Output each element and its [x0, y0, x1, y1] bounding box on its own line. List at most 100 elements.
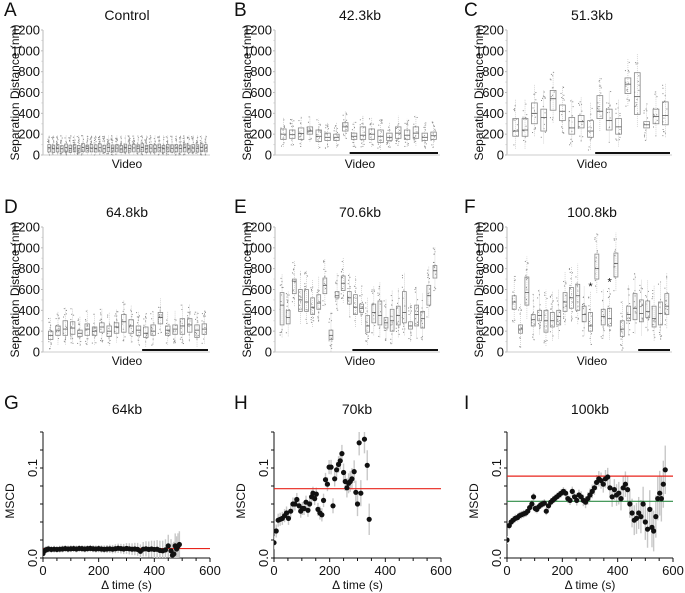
data-point	[657, 283, 659, 285]
data-point	[330, 313, 332, 315]
data-point	[635, 105, 637, 107]
data-point	[404, 137, 406, 139]
data-point	[162, 153, 164, 155]
data-point	[324, 481, 331, 487]
data-point	[410, 305, 412, 307]
data-point	[145, 313, 147, 315]
data-point	[98, 138, 100, 140]
box	[615, 118, 622, 135]
data-point	[386, 142, 388, 144]
box-33	[182, 135, 187, 156]
data-point	[203, 315, 205, 317]
data-point	[403, 289, 405, 291]
data-point	[138, 331, 140, 333]
data-point	[434, 128, 436, 130]
data-point	[421, 140, 423, 142]
data-point	[391, 333, 393, 335]
data-point	[607, 112, 609, 114]
data-point	[365, 307, 367, 309]
data-point	[175, 154, 177, 156]
data-point	[111, 142, 113, 144]
box	[306, 126, 314, 135]
data-point	[590, 324, 592, 326]
data-point	[533, 110, 535, 112]
data-point	[337, 458, 343, 464]
panel-title: 100.8kb	[567, 204, 617, 220]
data-point	[95, 329, 97, 331]
box	[575, 283, 581, 311]
data-point	[527, 277, 529, 279]
data-point	[577, 285, 579, 287]
data-point	[558, 322, 560, 324]
data-point	[609, 329, 611, 331]
box	[402, 291, 407, 324]
data-point	[552, 335, 554, 337]
data-point	[81, 135, 83, 137]
box	[289, 129, 296, 139]
box-11	[121, 300, 127, 342]
data-point	[589, 324, 591, 326]
data-point	[620, 321, 622, 323]
data-point	[108, 139, 110, 141]
box	[596, 95, 604, 119]
data-point	[512, 321, 514, 323]
data-point	[347, 299, 349, 301]
data-point	[60, 135, 62, 137]
data-point	[153, 152, 155, 154]
data-point	[583, 303, 585, 305]
data-point	[313, 491, 319, 497]
data-point	[107, 333, 109, 335]
data-point	[431, 144, 433, 146]
data-point	[533, 128, 535, 130]
data-point	[131, 141, 133, 143]
data-point	[413, 137, 415, 139]
data-point	[601, 291, 603, 293]
data-point	[305, 308, 307, 310]
x-axis-label: Δ time (s)	[332, 578, 383, 592]
data-point	[166, 325, 168, 327]
data-point	[599, 79, 601, 81]
data-point	[53, 140, 55, 142]
data-point	[140, 152, 142, 154]
data-point	[291, 139, 293, 141]
box-15	[365, 296, 370, 345]
data-point	[341, 261, 343, 263]
data-point	[665, 312, 667, 314]
data-point	[341, 287, 343, 289]
data-point	[569, 284, 571, 286]
data-point	[635, 322, 637, 324]
data-point	[377, 292, 379, 294]
data-point	[99, 319, 101, 321]
data-point	[552, 75, 554, 77]
data-point	[635, 102, 637, 104]
data-point	[82, 150, 84, 152]
data-point	[355, 279, 357, 281]
data-point	[65, 152, 67, 154]
data-point	[635, 104, 637, 106]
data-point	[549, 78, 551, 80]
box-23	[651, 285, 657, 341]
data-point	[371, 289, 373, 291]
data-point	[103, 136, 105, 138]
data-point	[544, 97, 546, 99]
data-point	[396, 322, 398, 324]
data-point	[174, 152, 176, 154]
data-point	[137, 144, 139, 146]
data-point	[174, 339, 176, 341]
data-point	[652, 290, 654, 292]
data-point	[300, 145, 302, 147]
data-point	[424, 129, 426, 131]
data-point	[346, 114, 348, 116]
data-point	[115, 138, 117, 140]
data-point	[175, 319, 177, 321]
data-point	[545, 325, 547, 327]
data-point	[165, 136, 167, 138]
data-point	[588, 146, 590, 148]
data-point	[340, 271, 342, 273]
data-point	[124, 336, 126, 338]
data-point	[361, 294, 363, 296]
box	[511, 295, 517, 310]
data-point	[342, 114, 344, 116]
y-tick-label: 200	[482, 324, 504, 339]
data-point	[614, 255, 616, 257]
